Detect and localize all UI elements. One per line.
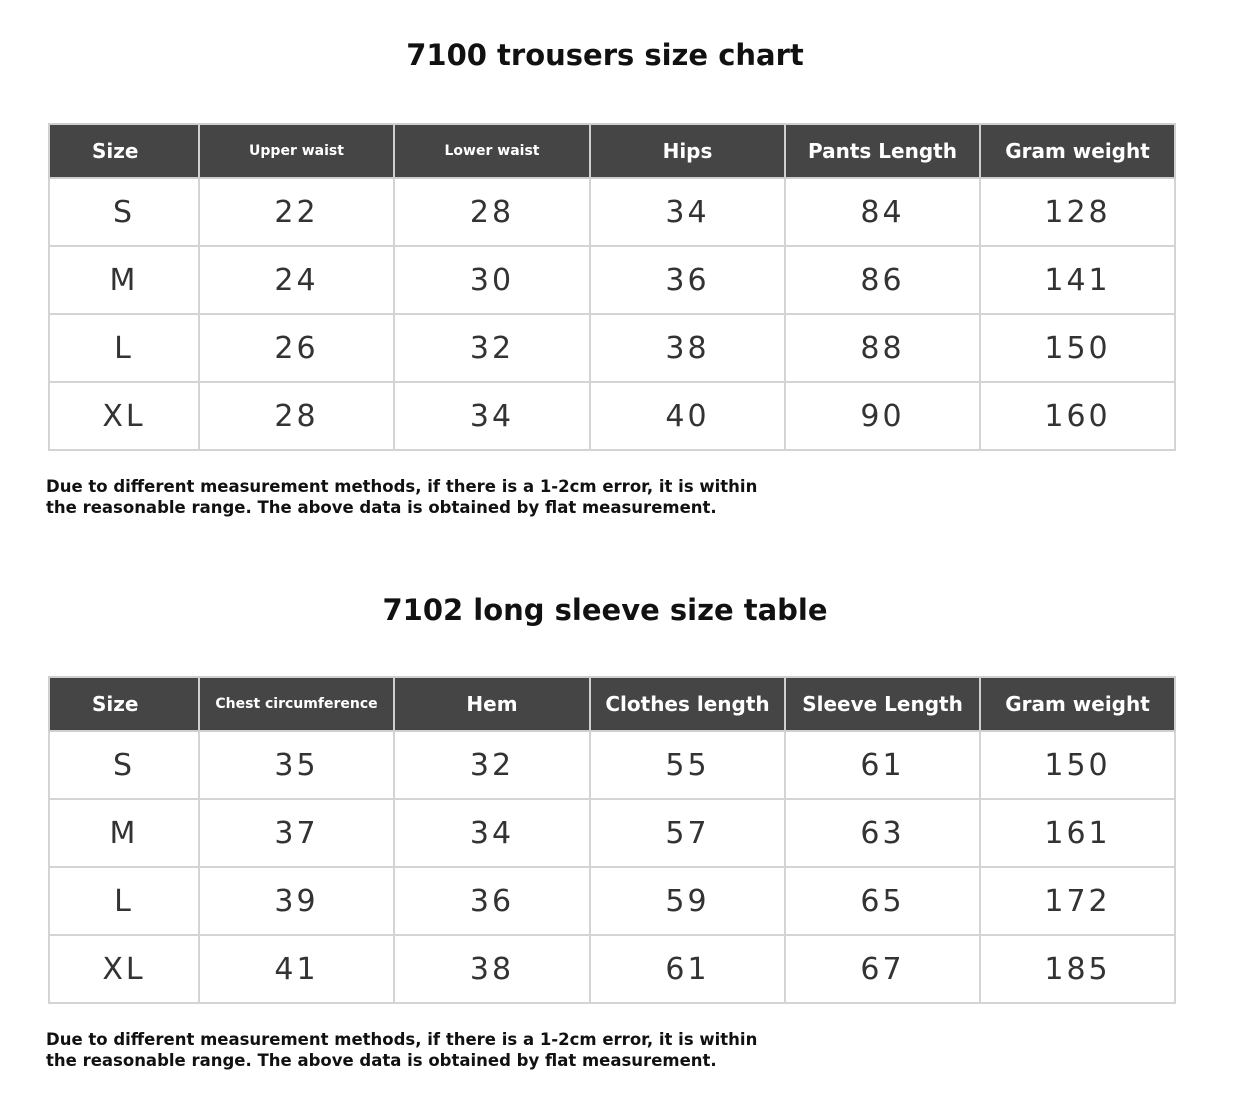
table-cell: 61 <box>589 934 786 1004</box>
table-cell: 30 <box>393 245 591 315</box>
column-header: Hem <box>393 676 591 732</box>
table-cell: S <box>48 177 200 247</box>
header-row: Size Upper waist Lower waist Hips Pants Leng… <box>48 123 1176 179</box>
table-title: 7102 long sleeve size table <box>382 593 828 627</box>
column-header: Gram weight <box>979 123 1176 179</box>
table-row: S 35 32 55 61 150 <box>48 730 1176 800</box>
table-cell: 67 <box>784 934 981 1004</box>
table-cell: 32 <box>393 313 591 383</box>
table-cell: 34 <box>589 177 786 247</box>
table-cell: 28 <box>393 177 591 247</box>
table-cell: 37 <box>198 798 395 868</box>
column-header: Chest circumference <box>198 676 395 732</box>
table-cell: XL <box>48 934 200 1004</box>
table-cell: L <box>48 313 200 383</box>
table-cell: 32 <box>393 730 591 800</box>
table-row: XL 28 34 40 90 160 <box>48 381 1176 451</box>
table-cell: 57 <box>589 798 786 868</box>
table-row: M 37 34 57 63 161 <box>48 798 1176 868</box>
table-cell: 41 <box>198 934 395 1004</box>
table-row: XL 41 38 61 67 185 <box>48 934 1176 1004</box>
table-cell: 39 <box>198 866 395 936</box>
table-cell: 86 <box>784 245 981 315</box>
table-title: 7100 trousers size chart <box>406 38 804 72</box>
table-cell: 65 <box>784 866 981 936</box>
table-cell: 38 <box>589 313 786 383</box>
table-cell: 22 <box>198 177 395 247</box>
table-cell: 150 <box>979 730 1176 800</box>
size-table: Size Chest circumference Hem Clothes length… <box>48 676 1176 1004</box>
table-cell: XL <box>48 381 200 451</box>
column-header: Lower waist <box>393 123 591 179</box>
table-row: L 26 32 38 88 150 <box>48 313 1176 383</box>
table-cell: 128 <box>979 177 1176 247</box>
table-cell: S <box>48 730 200 800</box>
table-cell: 36 <box>589 245 786 315</box>
table-cell: 38 <box>393 934 591 1004</box>
table-cell: 36 <box>393 866 591 936</box>
table-cell: 161 <box>979 798 1176 868</box>
note-line: Due to different measurement methods, if… <box>46 1030 758 1049</box>
table-cell: 59 <box>589 866 786 936</box>
table-cell: 55 <box>589 730 786 800</box>
table-row: L 39 36 59 65 172 <box>48 866 1176 936</box>
table-cell: 28 <box>198 381 395 451</box>
column-header: Pants Length <box>784 123 981 179</box>
size-table: Size Upper waist Lower waist Hips Pants Leng… <box>48 123 1176 451</box>
column-header: Size <box>48 123 200 179</box>
table-cell: 185 <box>979 934 1176 1004</box>
column-header: Clothes length <box>589 676 786 732</box>
table-cell: M <box>48 245 200 315</box>
table-cell: 63 <box>784 798 981 868</box>
header-row: Size Chest circumference Hem Clothes length… <box>48 676 1176 732</box>
table-cell: 141 <box>979 245 1176 315</box>
column-header: Gram weight <box>979 676 1176 732</box>
table-cell: 172 <box>979 866 1176 936</box>
column-header: Size <box>48 676 200 732</box>
table-row: M 24 30 36 86 141 <box>48 245 1176 315</box>
table-cell: 150 <box>979 313 1176 383</box>
table-cell: L <box>48 866 200 936</box>
table-cell: 40 <box>589 381 786 451</box>
table-cell: M <box>48 798 200 868</box>
table-cell: 35 <box>198 730 395 800</box>
table-cell: 24 <box>198 245 395 315</box>
table-cell: 34 <box>393 381 591 451</box>
table-cell: 84 <box>784 177 981 247</box>
table-cell: 90 <box>784 381 981 451</box>
column-header: Sleeve Length <box>784 676 981 732</box>
table-cell: 26 <box>198 313 395 383</box>
table-cell: 88 <box>784 313 981 383</box>
note-line: the reasonable range. The above data is … <box>46 1051 717 1070</box>
table-cell: 160 <box>979 381 1176 451</box>
measurement-note: Due to different measurement methods, if… <box>46 1029 766 1071</box>
table-row: S 22 28 34 84 128 <box>48 177 1176 247</box>
column-header: Hips <box>589 123 786 179</box>
table-cell: 34 <box>393 798 591 868</box>
table-cell: 61 <box>784 730 981 800</box>
note-line: the reasonable range. The above data is … <box>46 498 717 517</box>
column-header: Upper waist <box>198 123 395 179</box>
note-line: Due to different measurement methods, if… <box>46 477 758 496</box>
measurement-note: Due to different measurement methods, if… <box>46 476 766 518</box>
